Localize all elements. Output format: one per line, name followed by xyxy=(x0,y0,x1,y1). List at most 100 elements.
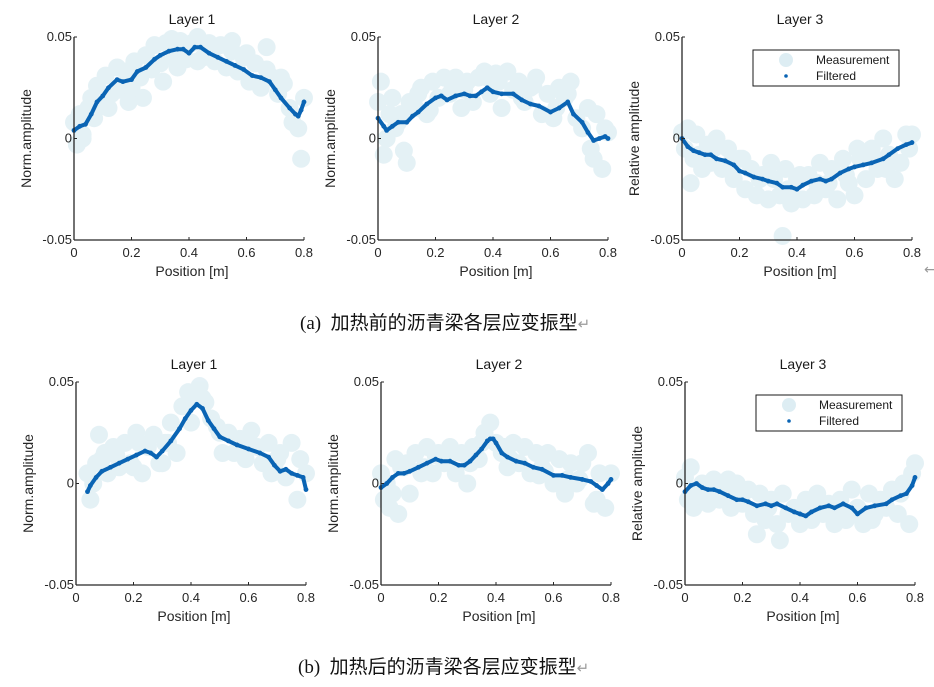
measurement-point xyxy=(593,159,612,178)
measurement-point xyxy=(154,72,173,91)
filtered-point xyxy=(407,468,413,474)
filtered-point xyxy=(404,119,410,125)
measurement-point xyxy=(524,76,543,95)
measurement-point xyxy=(906,454,924,473)
filtered-point xyxy=(180,46,186,52)
x-tick-label: 0.4 xyxy=(180,245,198,260)
filtered-point xyxy=(99,468,105,474)
measurement-point xyxy=(134,88,152,107)
filtered-point xyxy=(809,509,814,515)
legend-measurement-label: Measurement xyxy=(816,53,890,67)
filtered-point xyxy=(817,176,823,182)
filtered-point xyxy=(289,470,295,476)
return-mark-icon: ↵ xyxy=(576,661,590,677)
filtered-point xyxy=(548,109,553,115)
filtered-point xyxy=(840,501,846,507)
y-axis-label: Norm.amplitude xyxy=(325,434,341,533)
y-tick-label: 0.05 xyxy=(47,29,72,44)
filtered-point xyxy=(731,162,737,168)
legend-box xyxy=(752,49,900,87)
x-tick-label: 0 xyxy=(72,590,79,605)
filtered-point xyxy=(277,468,283,474)
filtered-point xyxy=(852,164,857,170)
filtered-point xyxy=(863,505,869,511)
filtered-point xyxy=(77,123,83,129)
filtered-point xyxy=(551,472,556,478)
x-axis-label: Position [m] xyxy=(766,608,839,624)
y-tick-label: 0 xyxy=(65,131,72,146)
measurement-point xyxy=(392,105,410,124)
legend-measurement-marker-icon xyxy=(779,53,793,67)
filtered-point xyxy=(88,111,94,117)
x-tick-label: 0.4 xyxy=(788,245,806,260)
filtered-point xyxy=(579,119,585,125)
legend: Measurement Filtered xyxy=(752,49,900,87)
measurement-point xyxy=(409,84,428,103)
filtered-point xyxy=(211,426,217,432)
panel-title: Layer 2 xyxy=(473,11,520,27)
filtered-point xyxy=(711,487,717,492)
legend-measurement-label: Measurement xyxy=(819,398,893,412)
filtered-point xyxy=(869,160,875,166)
x-tick-label: 0.4 xyxy=(484,245,502,260)
filtered-point xyxy=(120,79,126,85)
panel-title: Layer 1 xyxy=(171,356,218,372)
filtered-point xyxy=(271,462,277,468)
x-tick-label: 0.8 xyxy=(906,590,924,605)
filtered-point xyxy=(100,93,106,99)
filtered-point xyxy=(85,489,90,495)
filtered-point xyxy=(591,138,597,143)
filtered-point xyxy=(797,511,803,517)
x-tick-label: 0 xyxy=(678,245,685,260)
x-tick-label: 0.8 xyxy=(602,590,620,605)
filtered-point xyxy=(142,448,148,454)
filtered-point xyxy=(705,487,711,492)
filtered-point xyxy=(258,75,264,80)
measurement-point xyxy=(472,433,491,452)
filtered-point xyxy=(898,493,904,499)
y-tick-label: -0.05 xyxy=(349,577,379,592)
measurement-point xyxy=(759,498,778,517)
filtered-point xyxy=(249,73,255,78)
filtered-point xyxy=(175,46,180,52)
filtered-point xyxy=(734,497,740,503)
measurement-point xyxy=(95,444,114,463)
return-arrow-icon: ← xyxy=(924,262,934,278)
measurement-series xyxy=(676,454,924,550)
measurement-point xyxy=(389,504,408,523)
measurement-point xyxy=(828,190,847,209)
y-tick-label: 0.05 xyxy=(655,29,680,44)
filtered-point xyxy=(493,440,499,446)
filtered-point xyxy=(565,99,571,105)
filtered-point xyxy=(206,50,212,56)
measurement-point xyxy=(383,484,402,503)
caption-b: (b) 加热后的沥青梁各层应变振型↵ xyxy=(298,652,589,679)
filtered-point xyxy=(415,109,421,115)
filtered-point xyxy=(817,505,823,511)
x-tick-label: 0 xyxy=(377,590,384,605)
caption-a-text: 加热前的沥青梁各层应变振型 xyxy=(330,313,578,334)
filtered-point xyxy=(217,434,223,440)
measurement-point xyxy=(747,525,766,544)
y-axis-label: Relative amplitude xyxy=(629,426,645,541)
filtered-point xyxy=(688,483,694,488)
caption-b-text: 加热后的沥青梁各层应变振型 xyxy=(329,657,577,678)
measurement-point xyxy=(719,470,738,489)
measurement-point xyxy=(161,413,180,432)
x-tick-label: 0.2 xyxy=(730,245,748,260)
y-tick-label: -0.05 xyxy=(653,577,683,592)
filtered-point xyxy=(234,442,240,448)
x-tick-label: 0.2 xyxy=(429,590,447,605)
x-tick-label: 0 xyxy=(70,245,77,260)
filtered-point xyxy=(461,91,467,97)
filtered-point xyxy=(903,142,909,147)
filtered-point xyxy=(803,513,809,519)
return-mark-icon: ↵ xyxy=(577,317,591,333)
x-axis-label: Position [m] xyxy=(157,608,230,624)
measurement-series xyxy=(78,377,315,509)
filtered-point xyxy=(94,99,100,105)
measurement-point xyxy=(289,119,308,138)
filtered-point xyxy=(599,487,605,492)
filtered-point xyxy=(453,93,459,99)
